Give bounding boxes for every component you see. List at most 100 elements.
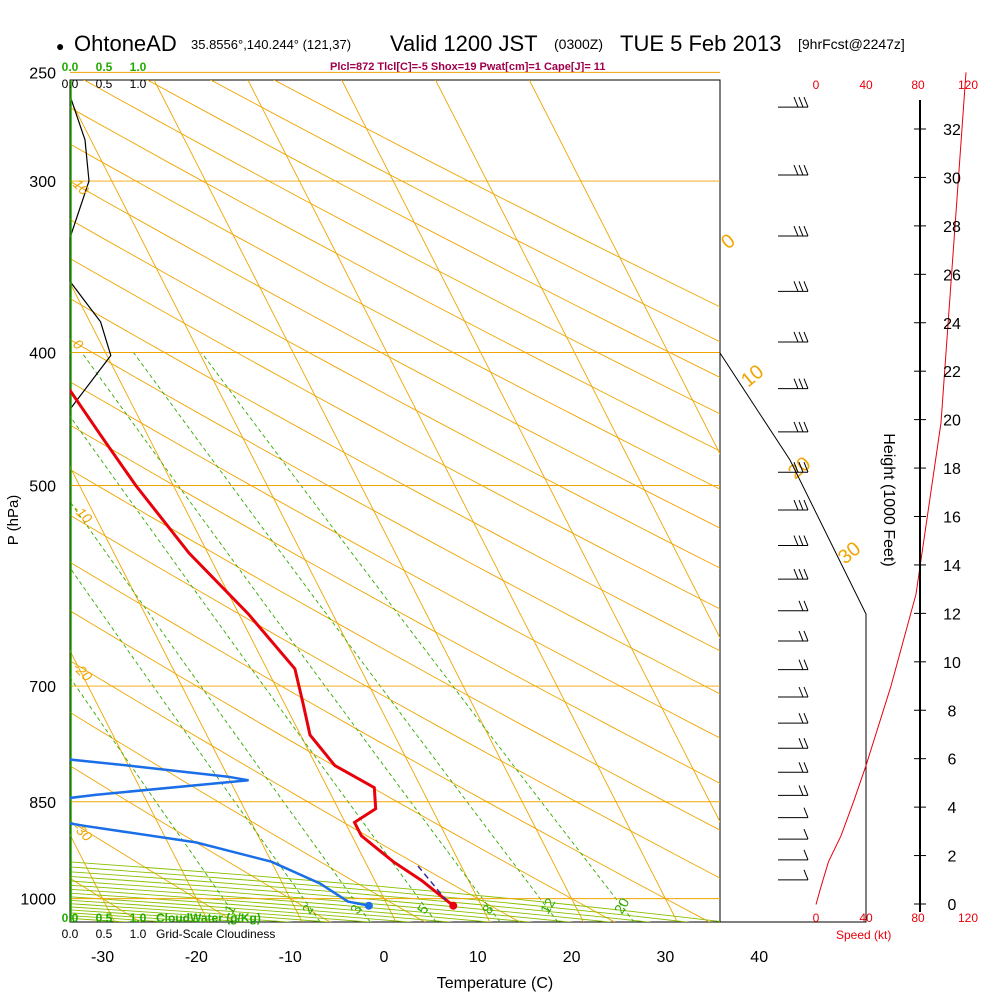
cloudwater-tick-bottom: 0.0: [62, 911, 79, 925]
wind-barb-feather: [798, 96, 804, 108]
wind-barbs: [778, 96, 809, 881]
speed-line: [815, 72, 967, 905]
isotherm-label: 0: [70, 336, 87, 353]
height-tick-label: 8: [948, 703, 957, 720]
wind-barb: [778, 421, 809, 433]
wind-barb-feather: [803, 762, 809, 773]
wind-barb-feather: [793, 331, 799, 343]
wind-barb-feather: [793, 225, 799, 237]
dry-adiabat-line: [83, 80, 720, 415]
wind-barb: [778, 535, 809, 547]
speed-tick-bottom: 0: [813, 911, 820, 925]
moist-adiabat-line: [70, 876, 613, 922]
isotherm-line: [528, 80, 720, 455]
wind-barb-feather: [793, 164, 799, 176]
wind-barb: [778, 96, 809, 108]
wind-barb: [778, 164, 809, 176]
dry-adiabat-line: [209, 80, 720, 343]
plot-frame: [69, 79, 721, 923]
speed-tick-top: 40: [859, 78, 873, 92]
dewpoint-line: [70, 758, 370, 907]
temperature-line: [70, 387, 455, 907]
wind-barb-feather: [798, 378, 804, 389]
isotherm-label: -10: [70, 501, 96, 527]
wind-barb-feather: [803, 849, 809, 861]
speed-tick-bottom: 40: [859, 911, 873, 925]
mixing-ratio-label: 20: [611, 895, 633, 917]
dry-adiabat-line: [70, 561, 711, 922]
temperature-tick-label: 0: [380, 949, 389, 966]
mixing-ratio-line: [133, 352, 559, 922]
wind-barb: [778, 849, 809, 861]
pressure-tick-label: 500: [29, 478, 56, 495]
wind-barb: [778, 630, 809, 642]
mixing-ratio-line: [70, 567, 321, 922]
wind-barb-feather: [803, 225, 809, 237]
isotherm-label: -30: [70, 819, 96, 845]
pressure-tick-label: 250: [29, 65, 56, 82]
panel-boundary-line: [719, 352, 867, 923]
wind-barb-feather: [793, 462, 799, 473]
pressure-tick-label: 1000: [20, 892, 56, 909]
wind-barb-feather: [793, 568, 799, 580]
moist-adiabat-line: [70, 880, 574, 922]
x-axis-label: Temperature (C): [437, 975, 553, 992]
dry-adiabat-line: [70, 765, 331, 922]
wind-barb-feather: [803, 421, 809, 433]
height-axis-label: Height (1000 Feet): [880, 433, 897, 566]
y-axis-label: P (hPa): [5, 495, 22, 546]
wind-barb: [778, 600, 809, 612]
cloudiness-label: Grid-Scale Cloudiness: [156, 927, 275, 941]
height-tick-label: 12: [943, 606, 961, 623]
speed-tick-top: 120: [958, 78, 978, 92]
temperature-tick-label: 40: [750, 949, 768, 966]
site-coords: 35.8556°,140.244° (121,37): [191, 37, 351, 52]
wind-barb-feather: [803, 738, 809, 749]
height-tick-label: 4: [948, 800, 957, 817]
isotherm-line: [70, 281, 397, 922]
wind-barb-feather: [798, 600, 804, 611]
dry-adiabat-lines: [70, 80, 720, 922]
mixing-ratio-line: [201, 352, 635, 922]
wind-barb: [778, 869, 809, 881]
speed-label: Speed (kt): [836, 928, 891, 942]
dry-adiabat-line: [70, 660, 521, 922]
site-symbol: ●: [56, 38, 64, 54]
wind-barb-feather: [798, 331, 804, 343]
wind-barb-feather: [798, 630, 804, 642]
wind-barb-feather: [798, 762, 804, 773]
dry-adiabat-line: [70, 610, 616, 922]
dry-adiabat-line: [70, 381, 720, 739]
dry-adiabat-line: [146, 80, 720, 378]
cloudiness-tick-top: 1.0: [130, 77, 147, 91]
utc-time: (0300Z): [554, 36, 603, 52]
mixing-ratio-line: [70, 676, 241, 922]
wind-barb: [778, 762, 809, 773]
cloudwater-tick-top: 0.0: [62, 60, 79, 74]
valid-date: TUE 5 Feb 2013: [620, 31, 781, 56]
cloudwater-tick-bottom: 1.0: [130, 911, 147, 925]
height-tick-label: 20: [943, 413, 961, 430]
speed-tick-top: 80: [911, 78, 925, 92]
wind-barb-feather: [793, 535, 799, 546]
wind-barb-feather: [798, 535, 804, 546]
wind-barb: [778, 712, 809, 724]
dry-adiabat-line: [70, 143, 720, 490]
wind-barb: [778, 807, 809, 819]
wind-barb: [778, 331, 809, 343]
moist-adiabat-line: [70, 861, 720, 922]
height-tick-label: 16: [943, 510, 961, 527]
wind-barb-feather: [803, 378, 809, 389]
wind-barb-feather: [803, 807, 809, 818]
adiabat-label: 30: [834, 538, 865, 569]
parcel-path-line: [417, 865, 447, 901]
wind-barb-feather: [798, 281, 804, 292]
wind-barb-feather: [803, 462, 809, 473]
isotherm-line: [247, 80, 678, 922]
speed-tick-bottom: 80: [911, 911, 925, 925]
wind-barb-feather: [793, 421, 799, 433]
wind-barb-feather: [803, 600, 809, 611]
speed-panel: 0 40 80 1200 40 80 120: [719, 72, 978, 925]
pressure-tick-label: 400: [29, 345, 56, 362]
